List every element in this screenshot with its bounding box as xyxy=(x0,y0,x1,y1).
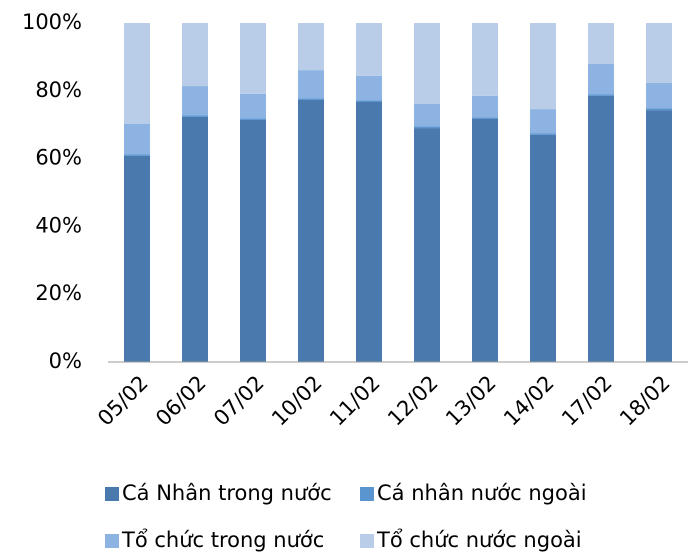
bar-segment xyxy=(298,99,324,362)
x-tick-label: 17/02 xyxy=(557,371,617,431)
bar-segment xyxy=(530,109,556,134)
legend-label: Cá Nhân trong nước xyxy=(122,481,332,505)
bar-segment xyxy=(588,95,614,362)
bar-segment xyxy=(646,110,672,362)
bar-segment xyxy=(414,23,440,105)
bar-segment xyxy=(124,23,150,124)
bar-segment xyxy=(298,23,324,71)
bar-segment xyxy=(240,118,266,120)
bar-segment xyxy=(182,115,208,117)
legend-swatch xyxy=(360,534,374,548)
bar-segment xyxy=(530,23,556,110)
x-tick-label: 18/02 xyxy=(615,371,675,431)
y-tick-label: 80% xyxy=(35,78,82,102)
x-tick-label: 11/02 xyxy=(325,371,385,431)
bar-segment xyxy=(530,134,556,362)
bar-segment xyxy=(472,95,498,118)
x-tick-label: 10/02 xyxy=(267,371,327,431)
bar-segment xyxy=(182,23,208,87)
bar-segment xyxy=(356,23,382,76)
x-tick-label: 12/02 xyxy=(383,371,443,431)
bar-segment xyxy=(124,123,150,155)
bar-segment xyxy=(414,128,440,362)
y-tick-label: 40% xyxy=(35,213,82,237)
y-tick-label: 0% xyxy=(49,349,82,373)
x-tick-label: 14/02 xyxy=(499,371,559,431)
bar-segment xyxy=(414,126,440,129)
bar-segment xyxy=(472,118,498,362)
bar-segment xyxy=(298,98,324,100)
bar-segment xyxy=(182,86,208,116)
bar-segment xyxy=(356,101,382,362)
legend-swatch xyxy=(105,487,119,501)
bar-segment xyxy=(356,100,382,102)
bar-segment xyxy=(240,119,266,362)
legend-swatch xyxy=(105,534,119,548)
legend-label: Tổ chức nước ngoài xyxy=(376,528,582,552)
bar-segment xyxy=(588,23,614,65)
x-tick-label: 05/02 xyxy=(93,371,153,431)
bar-segment xyxy=(240,23,266,94)
legend-label: Cá nhân nước ngoài xyxy=(377,481,587,505)
bar-segment xyxy=(240,93,266,119)
y-tick-label: 20% xyxy=(35,281,82,305)
bar-segment xyxy=(124,155,150,362)
y-tick-label: 100% xyxy=(22,10,82,34)
x-tick-label: 07/02 xyxy=(209,371,269,431)
bar-segment xyxy=(182,116,208,362)
bar-segment xyxy=(530,133,556,135)
bar-segment xyxy=(472,117,498,119)
bar-segment xyxy=(646,108,672,111)
legend-swatch xyxy=(360,487,374,501)
bar-segment xyxy=(414,104,440,127)
y-tick-label: 60% xyxy=(35,146,82,170)
bar-segment xyxy=(588,64,614,95)
x-tick-label: 06/02 xyxy=(151,371,211,431)
bar-segment xyxy=(646,23,672,84)
bar-segment xyxy=(298,70,324,99)
bar-segment xyxy=(124,154,150,156)
legend-label: Tổ chức trong nước xyxy=(121,528,324,552)
bar-segment xyxy=(356,75,382,101)
bar-segment xyxy=(646,83,672,109)
x-tick-label: 13/02 xyxy=(441,371,501,431)
bar-segment xyxy=(588,94,614,96)
bar-segment xyxy=(472,23,498,96)
